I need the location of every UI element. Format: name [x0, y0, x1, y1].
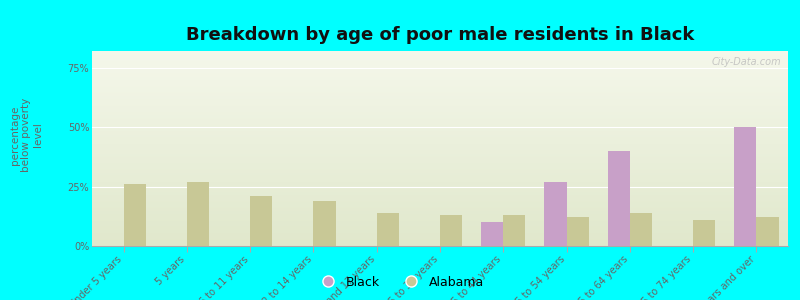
Bar: [377, 213, 399, 246]
Text: percentage
below poverty
level: percentage below poverty level: [10, 98, 43, 172]
Bar: [503, 215, 526, 246]
Title: Breakdown by age of poor male residents in Black: Breakdown by age of poor male residents …: [186, 26, 694, 44]
Legend: Black, Alabama: Black, Alabama: [311, 271, 489, 294]
Bar: [545, 182, 566, 246]
Bar: [756, 218, 778, 246]
Bar: [693, 220, 715, 246]
Bar: [481, 222, 503, 246]
Bar: [566, 218, 589, 246]
Bar: [314, 201, 336, 246]
Text: City-Data.com: City-Data.com: [711, 57, 781, 67]
Bar: [250, 196, 272, 246]
Bar: [630, 213, 652, 246]
Bar: [608, 151, 630, 246]
Bar: [440, 215, 462, 246]
Bar: [187, 182, 209, 246]
Bar: [734, 127, 756, 246]
Bar: [124, 184, 146, 246]
